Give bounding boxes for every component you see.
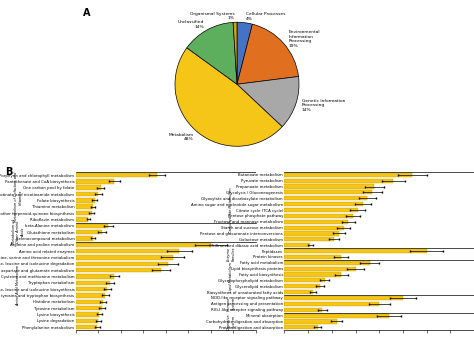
- Wedge shape: [237, 76, 299, 127]
- Bar: [76, 173, 157, 177]
- Bar: [76, 249, 179, 253]
- Bar: [76, 198, 95, 203]
- Bar: [76, 179, 114, 184]
- Bar: [76, 223, 108, 228]
- Bar: [284, 290, 313, 294]
- Text: A: A: [83, 8, 91, 19]
- Bar: [76, 325, 98, 329]
- Text: Enzyme
Families: Enzyme Families: [227, 247, 236, 261]
- Bar: [284, 284, 320, 288]
- Bar: [76, 280, 109, 285]
- Bar: [284, 267, 356, 271]
- Text: Carbohydrate Metabolism: Carbohydrate Metabolism: [229, 187, 233, 233]
- Bar: [284, 220, 348, 224]
- Bar: [76, 268, 161, 272]
- Bar: [76, 236, 93, 241]
- Bar: [76, 185, 100, 190]
- Bar: [76, 217, 89, 222]
- Bar: [284, 302, 379, 306]
- Bar: [284, 232, 339, 236]
- Bar: [76, 255, 173, 259]
- Wedge shape: [233, 22, 237, 84]
- Bar: [284, 325, 318, 329]
- Text: Metabolism
48%: Metabolism 48%: [168, 132, 193, 141]
- Text: Lipid Metabolism: Lipid Metabolism: [229, 263, 233, 293]
- Text: Cellular Processes
4%: Cellular Processes 4%: [246, 12, 285, 21]
- Bar: [284, 249, 427, 253]
- Text: B: B: [5, 167, 12, 177]
- Bar: [284, 184, 374, 189]
- Text: Organismal Systems
1%: Organismal Systems 1%: [190, 12, 235, 20]
- Bar: [284, 237, 334, 241]
- Bar: [284, 273, 341, 277]
- Text: Environmental
Information
Processing
19%: Environmental Information Processing 19%: [288, 30, 320, 48]
- Bar: [284, 243, 310, 247]
- Bar: [76, 306, 102, 310]
- Text: Metabolism of
Other Amino
Acids: Metabolism of Other Amino Acids: [11, 220, 25, 244]
- Bar: [284, 190, 372, 194]
- Bar: [76, 293, 105, 298]
- Bar: [284, 296, 403, 300]
- Text: Metabolism of Cofactors and
Vitamins: Metabolism of Cofactors and Vitamins: [14, 172, 22, 222]
- Wedge shape: [187, 22, 237, 84]
- Bar: [76, 318, 99, 323]
- Bar: [76, 262, 168, 266]
- Bar: [76, 300, 103, 304]
- Bar: [284, 196, 367, 200]
- Bar: [76, 274, 114, 279]
- Bar: [76, 312, 99, 317]
- Bar: [284, 202, 363, 206]
- Bar: [284, 261, 370, 265]
- Bar: [76, 230, 102, 234]
- Bar: [284, 278, 325, 282]
- Bar: [284, 208, 358, 212]
- Wedge shape: [237, 24, 299, 84]
- Wedge shape: [237, 22, 253, 84]
- Wedge shape: [175, 48, 282, 146]
- Bar: [284, 225, 344, 229]
- Bar: [76, 205, 93, 209]
- Bar: [76, 287, 107, 291]
- Bar: [76, 243, 211, 247]
- Bar: [284, 313, 389, 318]
- Bar: [284, 255, 341, 259]
- Bar: [76, 192, 99, 196]
- Bar: [284, 214, 353, 218]
- Text: Genetic Information
Processing
14%: Genetic Information Processing 14%: [302, 99, 345, 112]
- Bar: [284, 179, 393, 183]
- Text: Immune
System: Immune System: [227, 297, 236, 311]
- Bar: [76, 211, 91, 215]
- Bar: [284, 173, 412, 177]
- Text: Digestive
System: Digestive System: [227, 313, 236, 330]
- Text: Unclassified
14%: Unclassified 14%: [178, 20, 204, 29]
- Text: Amino Acid Metabolism: Amino Acid Metabolism: [16, 265, 20, 306]
- Bar: [284, 308, 322, 312]
- Bar: [284, 319, 337, 324]
